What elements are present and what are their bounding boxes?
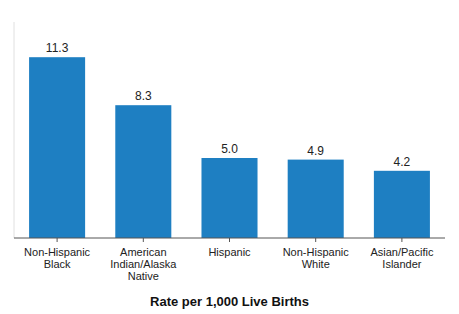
bar xyxy=(374,171,430,238)
bar xyxy=(29,57,85,238)
bar xyxy=(201,158,257,238)
data-label: 5.0 xyxy=(221,142,238,156)
x-tick-label: Hispanic xyxy=(208,246,251,258)
y-range-line xyxy=(14,22,15,238)
x-tick-label: AmericanIndian/AlaskaNative xyxy=(110,246,177,282)
x-tick xyxy=(57,238,58,242)
x-ticks: Non-HispanicBlack AmericanIndian/AlaskaNa… xyxy=(24,238,434,282)
x-tick-label: Non-HispanicBlack xyxy=(24,246,91,270)
x-tick xyxy=(315,238,316,242)
x-tick xyxy=(401,238,402,242)
bar xyxy=(115,105,171,238)
x-tick-label: Non-HispanicWhite xyxy=(283,246,350,270)
x-tick xyxy=(229,238,230,242)
bar xyxy=(288,160,344,238)
bars xyxy=(29,57,430,238)
chart: 11.3 8.3 5.0 4.9 4.2 Non-HispanicBlack America… xyxy=(0,0,459,314)
data-label: 4.2 xyxy=(394,155,411,169)
data-labels: 11.3 8.3 5.0 4.9 4.2 xyxy=(46,41,411,169)
x-axis-title: Rate per 1,000 Live Births xyxy=(150,294,309,309)
x-tick xyxy=(143,238,144,242)
data-label: 8.3 xyxy=(135,89,152,103)
data-label: 4.9 xyxy=(307,144,324,158)
x-tick-label: Asian/PacificIslander xyxy=(370,246,433,270)
chart-container: 11.3 8.3 5.0 4.9 4.2 Non-HispanicBlack America… xyxy=(0,0,459,314)
data-label: 11.3 xyxy=(46,41,69,55)
